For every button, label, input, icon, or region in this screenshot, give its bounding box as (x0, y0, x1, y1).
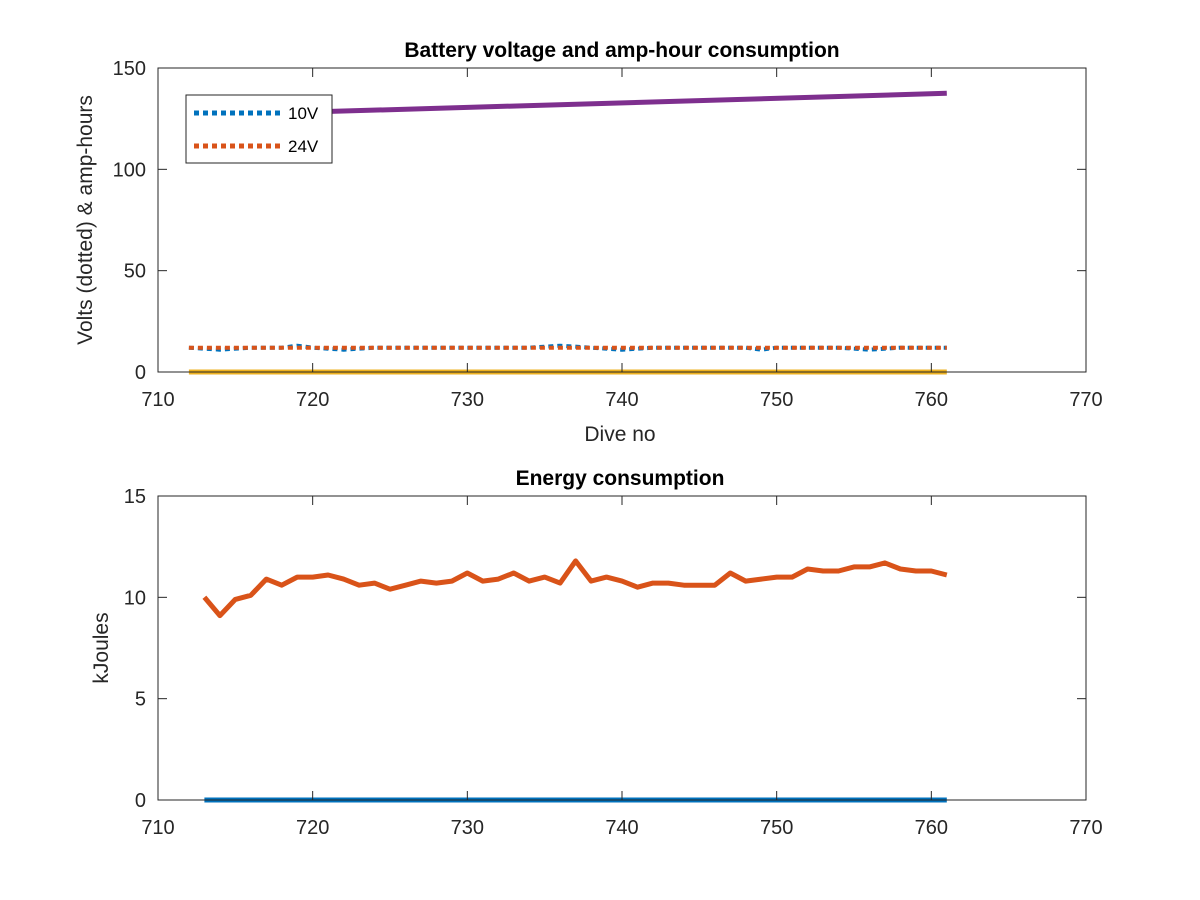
energy-x-tick-label: 730 (451, 817, 484, 839)
voltage-x-axis-label: Dive no (584, 423, 655, 446)
energy-x-tick-label: 720 (296, 817, 329, 839)
voltage-y-tick-label: 100 (113, 159, 146, 181)
energy-x-tick-label: 760 (915, 817, 948, 839)
voltage-x-tick-label: 720 (296, 389, 329, 411)
voltage-axes-box (157, 67, 1087, 373)
energy-y-axis-label: kJoules (90, 612, 113, 683)
legend-label-24v: 24V (288, 137, 319, 156)
energy-x-tick-label: 750 (760, 817, 793, 839)
voltage-x-tick-label: 770 (1069, 389, 1102, 411)
energy-axes-box (157, 495, 1087, 801)
legend-box (185, 94, 333, 164)
voltage-y-axis-label: Volts (dotted) & amp-hours (74, 95, 97, 345)
voltage-series-line-0 (188, 343, 947, 352)
voltage-x-tick-label: 760 (915, 389, 948, 411)
energy-plot-area (158, 496, 1086, 800)
energy-y-tick-label: 15 (124, 486, 146, 508)
voltage-y-tick-label: 0 (135, 362, 146, 384)
energy-y-tick-label: 0 (135, 790, 146, 812)
voltage-chart-title: Battery voltage and amp-hour consumption (404, 39, 839, 62)
voltage-y-tick-label: 150 (113, 58, 146, 80)
voltage-legend: 10V 24V (185, 94, 333, 164)
voltage-x-tick-label: 710 (141, 389, 174, 411)
energy-y-tick-label: 5 (135, 689, 146, 711)
energy-series-line-1 (202, 558, 948, 619)
energy-y-tick-label: 10 (124, 587, 146, 609)
voltage-axes: Battery voltage and amp-hour consumption… (74, 39, 1103, 446)
energy-x-tick-label: 740 (605, 817, 638, 839)
energy-x-tick-label: 710 (141, 817, 174, 839)
voltage-x-tick-label: 750 (760, 389, 793, 411)
legend-label-10v: 10V (288, 104, 319, 123)
energy-chart-title: Energy consumption (516, 467, 725, 490)
energy-axes: Energy consumption kJoules 710 720 730 740 7… (90, 467, 1103, 839)
energy-x-tick-label: 770 (1069, 817, 1102, 839)
voltage-x-tick-label: 740 (605, 389, 638, 411)
voltage-x-tick-label: 730 (451, 389, 484, 411)
voltage-tick-layer: 710 720 730 740 750 760 770 0 50 100 150 (113, 58, 1103, 411)
voltage-y-tick-label: 50 (124, 261, 146, 283)
energy-tick-layer: 710 720 730 740 750 760 770 0 5 10 15 (124, 486, 1103, 839)
